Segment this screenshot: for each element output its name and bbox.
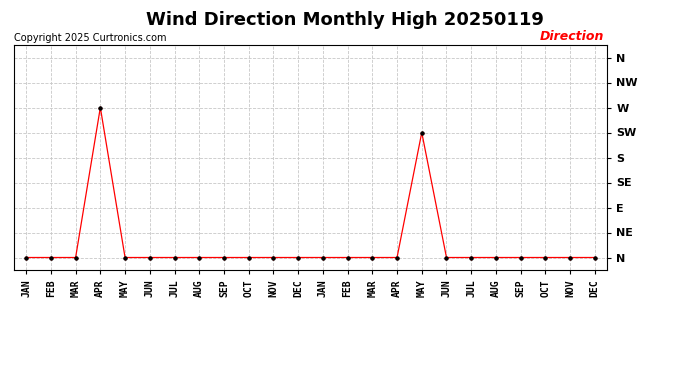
Text: Direction: Direction xyxy=(540,30,604,43)
Text: Wind Direction Monthly High 20250119: Wind Direction Monthly High 20250119 xyxy=(146,11,544,29)
Text: Copyright 2025 Curtronics.com: Copyright 2025 Curtronics.com xyxy=(14,33,166,43)
